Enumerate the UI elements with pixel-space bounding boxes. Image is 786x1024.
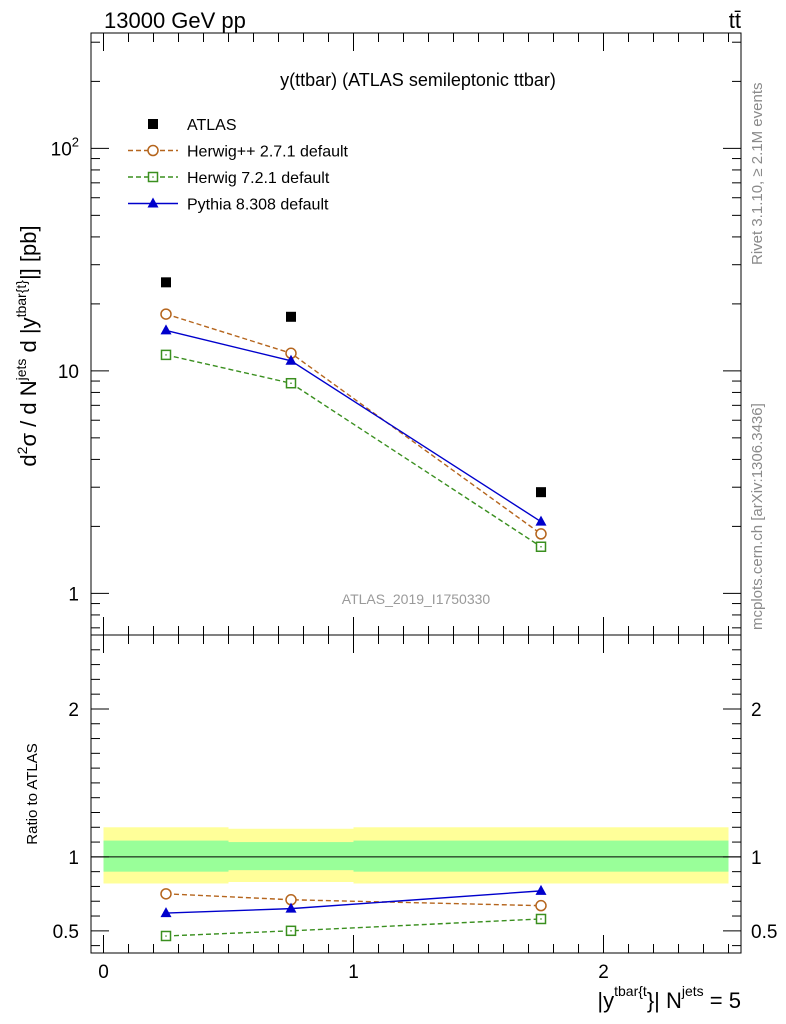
legend-entry-herwig-7-2-1-default: Herwig 7.2.1 default bbox=[128, 170, 330, 187]
data-point bbox=[160, 324, 172, 335]
ratio-y-tick-label: 2 bbox=[68, 700, 79, 721]
legend-label: Herwig++ 2.7.1 default bbox=[187, 144, 349, 161]
main-y-tick-label: 10 bbox=[58, 362, 79, 383]
svg-text:|ytbar{t}| Njets = 5: |ytbar{t}| Njets = 5 bbox=[597, 983, 741, 1013]
data-point-center bbox=[290, 382, 292, 385]
data-point bbox=[535, 515, 547, 526]
analysis-watermark: ATLAS_2019_I1750330 bbox=[342, 591, 491, 607]
legend-label: Pythia 8.308 default bbox=[187, 197, 329, 214]
series-atlas bbox=[161, 277, 546, 498]
data-point bbox=[536, 487, 546, 498]
main-plot-title: y(ttbar) (ATLAS semileptonic ttbar) bbox=[280, 70, 556, 90]
ratio-y-tick-label: 0.5 bbox=[53, 922, 79, 943]
legend-entry-herwig-2-7-1-default: Herwig++ 2.7.1 default bbox=[128, 144, 349, 161]
band-inner-segment bbox=[228, 842, 354, 871]
mcplots-source-label: mcplots.cern.ch [arXiv:1306.3436] bbox=[749, 403, 766, 630]
ratio-y-tick-label-right: 2 bbox=[751, 700, 762, 721]
series-herwig-2-7-1-default bbox=[160, 308, 547, 540]
ratio-x-axis-label: |ytbar{t}| Njets = 5 bbox=[597, 983, 741, 1013]
ratio-data-point bbox=[160, 907, 172, 918]
series-pythia-8-308-default bbox=[160, 324, 547, 526]
data-point bbox=[535, 528, 547, 540]
data-point bbox=[161, 277, 171, 288]
ratio-series-pythia-8-308-default bbox=[160, 884, 547, 918]
ratio-series-line bbox=[165, 893, 542, 907]
legend-marker bbox=[148, 119, 158, 129]
main-y-tick-label: 102 bbox=[51, 134, 79, 160]
legend-label: ATLAS bbox=[187, 117, 237, 134]
main-y-tick-label: 1 bbox=[68, 584, 79, 605]
ratio-plot-frame bbox=[90, 634, 742, 954]
svg-text:d2σ / d Njets d |ytbar{t}|] [p: d2σ / d Njets d |ytbar{t}|] [pb] bbox=[13, 225, 41, 466]
data-point bbox=[286, 311, 296, 322]
ratio-data-point bbox=[535, 899, 547, 912]
series-line bbox=[165, 354, 542, 548]
ratio-y-tick-label-right: 1 bbox=[751, 848, 762, 869]
ratio-data-point bbox=[160, 888, 172, 900]
ratio-series-herwig-2-7-1-default bbox=[160, 888, 547, 912]
ratio-data-point-center bbox=[540, 918, 542, 920]
main-y-axis-label: d2σ / d Njets d |ytbar{t}|] [pb] bbox=[13, 225, 41, 466]
data-point-center bbox=[165, 354, 167, 356]
ratio-data-point bbox=[285, 902, 297, 913]
ratio-data-point-center bbox=[290, 930, 292, 932]
band-inner-segment bbox=[103, 840, 229, 872]
ratio-y-tick-label: 1 bbox=[68, 848, 79, 869]
legend-marker bbox=[147, 197, 159, 208]
legend-marker-center bbox=[152, 176, 154, 178]
main-axis-ticks: 1 10 102 bbox=[51, 33, 741, 635]
ratio-y-tick-label-right: 0.5 bbox=[751, 922, 777, 943]
rivet-version-label: Rivet 3.1.10, ≥ 2.1M events bbox=[749, 83, 766, 266]
data-point-center bbox=[540, 545, 542, 548]
main-panel: 1 10 102 y(ttbar) (ATLAS semileptonic ttba… bbox=[13, 32, 742, 636]
ratio-series-line bbox=[165, 890, 542, 914]
legend-marker bbox=[147, 144, 159, 157]
x-tick-label: 2 bbox=[598, 962, 609, 983]
ratio-axis-ticks: 0.5 0.5 1 1 2 2 0 1 2 bbox=[53, 635, 777, 983]
ratio-series-group bbox=[160, 884, 547, 942]
legend-label: Herwig 7.2.1 default bbox=[187, 170, 330, 187]
x-tick-label: 1 bbox=[348, 962, 359, 983]
data-point bbox=[160, 308, 172, 320]
data-point bbox=[285, 354, 297, 365]
x-tick-label: 0 bbox=[98, 962, 109, 983]
ratio-uncertainty-bands bbox=[91, 827, 741, 884]
ratio-series-herwig-7-2-1-default bbox=[160, 913, 547, 942]
final-state-label: tt̄ bbox=[729, 8, 741, 33]
main-series-group bbox=[160, 277, 547, 553]
legend-entry-atlas: ATLAS bbox=[148, 117, 237, 134]
ratio-data-point bbox=[535, 884, 547, 895]
legend-entry-pythia-8-308-default: Pythia 8.308 default bbox=[128, 197, 329, 214]
band-inner-segment bbox=[353, 840, 729, 872]
legend: ATLAS Herwig++ 2.7.1 default Herwig 7.2.1 … bbox=[128, 117, 349, 214]
ratio-data-point-center bbox=[165, 935, 167, 937]
ratio-series-line bbox=[165, 918, 542, 937]
ratio-panel: 0.5 0.5 1 1 2 2 0 1 2 Ratio to ATLAS |ytbar{t}| … bbox=[24, 634, 777, 1013]
series-herwig-7-2-1-default bbox=[160, 349, 547, 553]
ratio-y-axis-label: Ratio to ATLAS bbox=[24, 743, 41, 844]
process-label: 13000 GeV pp bbox=[104, 8, 246, 33]
